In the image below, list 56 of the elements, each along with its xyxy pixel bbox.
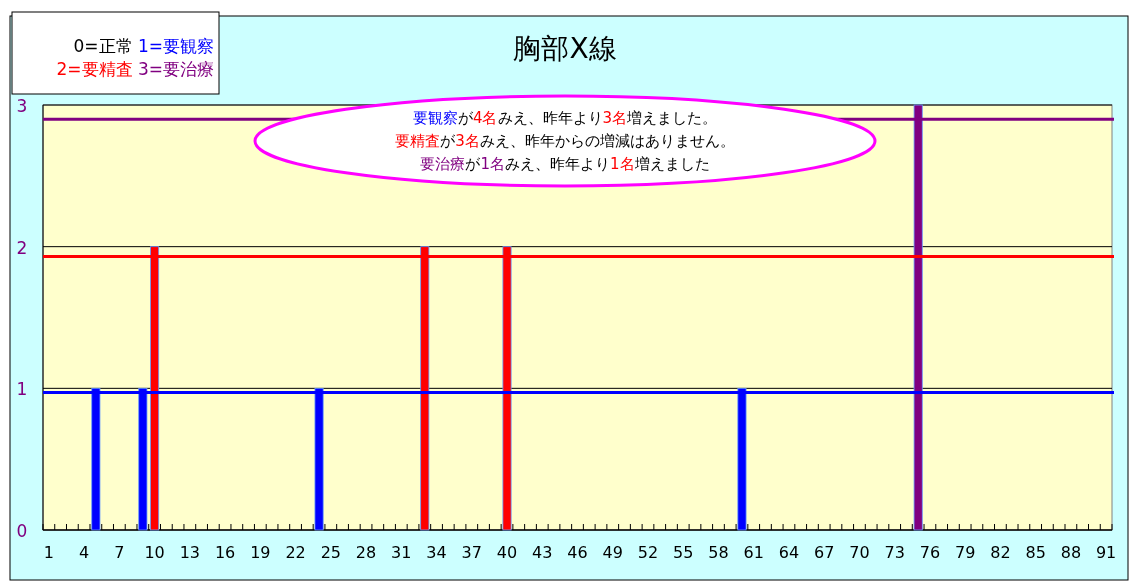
x-tick-label: 67 bbox=[814, 543, 835, 562]
x-tick-label: 52 bbox=[637, 543, 659, 562]
annotation: 3名 bbox=[455, 132, 480, 150]
annotation: 1名 bbox=[610, 155, 635, 173]
x-tick-label: 31 bbox=[391, 543, 412, 562]
x-tick-label: 10 bbox=[144, 543, 165, 562]
text: 0=正常 bbox=[73, 36, 133, 56]
annotation: みえ、昨年からの増減はありません。 bbox=[479, 132, 735, 150]
x-tick-label: 19 bbox=[250, 543, 271, 562]
annotation: が bbox=[465, 155, 482, 173]
x-tick-label: 46 bbox=[567, 543, 588, 562]
x-tick-label: 64 bbox=[778, 543, 800, 562]
x-tick-label: 79 bbox=[954, 543, 976, 562]
x-tick-label: 7 bbox=[114, 543, 125, 562]
chart-title: 胸部X線 bbox=[513, 32, 617, 65]
annotation: 要治療 bbox=[420, 155, 466, 173]
x-tick-label: 22 bbox=[285, 543, 306, 562]
x-tick-label: 4 bbox=[79, 543, 90, 562]
x-tick-label: 25 bbox=[320, 543, 341, 562]
y-tick-label: 1 bbox=[16, 379, 28, 400]
x-tick-label: 85 bbox=[1025, 543, 1046, 562]
y-tick-label: 2 bbox=[16, 237, 28, 258]
x-tick-label: 91 bbox=[1095, 543, 1117, 562]
x-tick-label: 16 bbox=[214, 543, 236, 562]
x-tick-label: 13 bbox=[179, 543, 201, 562]
annotation: みえ、昨年より bbox=[505, 155, 610, 173]
x-tick-label: 28 bbox=[355, 543, 377, 562]
text: 1=要観察 bbox=[132, 36, 214, 56]
annotation: 要観察 bbox=[412, 109, 458, 127]
annotation: 1名 bbox=[480, 155, 505, 173]
x-tick-label: 34 bbox=[426, 543, 447, 562]
x-tick-label: 76 bbox=[919, 543, 941, 562]
annotation: 増えました。 bbox=[626, 109, 718, 127]
annotation: 要精査 bbox=[395, 132, 441, 150]
y-tick-label: 0 bbox=[16, 521, 28, 541]
text: 2=要精査 bbox=[56, 59, 133, 79]
annotation: みえ、昨年より bbox=[497, 109, 603, 127]
x-tick-label: 88 bbox=[1060, 543, 1082, 562]
x-tick-label: 73 bbox=[884, 543, 905, 562]
annotation: 増えました bbox=[633, 155, 710, 173]
x-tick-label: 37 bbox=[461, 543, 482, 562]
x-tick-label: 61 bbox=[743, 543, 764, 562]
x-tick-label: 43 bbox=[532, 543, 553, 562]
x-tick-label: 82 bbox=[990, 543, 1011, 562]
annotation: 3名 bbox=[602, 109, 628, 127]
x-tick-label: 40 bbox=[496, 543, 518, 562]
annotation: が bbox=[440, 132, 457, 150]
y-tick-label: 3 bbox=[16, 96, 28, 116]
x-tick-label: 1 bbox=[43, 543, 54, 562]
x-tick-label: 58 bbox=[708, 543, 729, 562]
annotation: が bbox=[457, 109, 474, 127]
text: 3=要治療 bbox=[132, 59, 214, 79]
x-tick-label: 55 bbox=[673, 543, 694, 562]
x-tick-label: 49 bbox=[602, 543, 623, 562]
x-tick-label: 70 bbox=[849, 543, 870, 562]
annotation: 4名 bbox=[472, 109, 498, 127]
